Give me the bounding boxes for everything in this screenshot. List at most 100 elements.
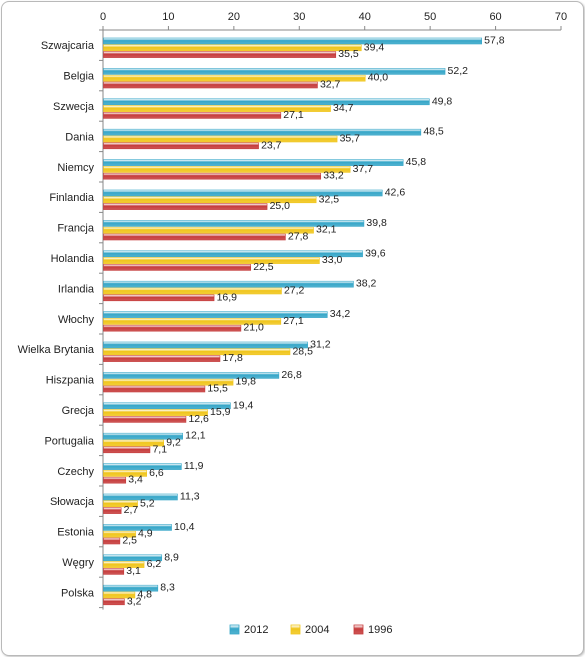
data-label: 21,0 [243,322,264,334]
bar-2004 [103,226,314,234]
bar-1996 [103,51,337,58]
data-label: 45,8 [406,156,427,168]
bar-2012 [103,432,183,440]
bar-1996 [103,112,282,119]
data-label: 49,8 [432,95,453,107]
category-label: Hiszpania [46,375,95,387]
category-label: Słowacja [50,496,95,508]
category-label: Włochy [58,314,95,326]
data-label: 27,8 [288,231,309,243]
bar-2012 [103,463,182,470]
data-label: 26,8 [281,369,302,381]
category-label: Belgia [63,71,94,83]
bar-2012 [103,37,482,45]
data-label: 28,5 [292,345,313,357]
legend-swatch-1996 [353,624,364,635]
data-label: 11,3 [180,491,200,503]
bar-2012 [103,584,159,592]
bar-1996 [103,81,318,89]
bar-2012 [103,341,308,349]
category-label: Estonia [57,527,95,539]
bar-2004 [103,439,164,447]
data-label: 7,1 [152,443,167,455]
bar-2004 [103,166,351,173]
bar-1996 [103,537,121,545]
x-tick-label: 60 [489,11,501,23]
category-label: Szwecja [53,101,95,113]
x-tick-label: 70 [555,11,567,23]
data-label: 2,7 [124,504,139,516]
data-label: 10,4 [174,521,195,533]
data-label: 8,3 [160,582,175,594]
category-label: Holandia [51,253,95,265]
category-label: Wielka Brytania [18,344,95,356]
bar-2004 [103,105,331,112]
data-label: 6,2 [147,558,162,570]
category-label: Francja [57,223,95,235]
bar-1996 [103,324,242,332]
data-label: 31,2 [310,339,331,351]
data-label: 33,2 [323,170,344,182]
data-label: 25,0 [270,200,291,212]
data-label: 35,7 [340,133,361,145]
data-label: 8,9 [164,551,179,563]
data-label: 23,7 [261,139,282,151]
data-label: 27,2 [284,285,305,297]
data-label: 16,9 [217,291,238,303]
data-label: 39,6 [365,247,386,259]
data-label: 3,4 [128,474,143,486]
data-label: 4,8 [137,589,152,601]
bar-2012 [103,98,430,106]
x-tick-label: 50 [424,11,436,23]
data-label: 32,7 [320,79,341,91]
bar-2012 [103,159,404,166]
bar-2012 [103,493,178,501]
data-label: 32,1 [316,224,337,236]
legend-label: 2012 [244,624,268,636]
category-label: Dania [65,131,95,143]
data-label: 22,5 [253,261,274,273]
category-label: Węgry [62,557,94,569]
data-label: 33,0 [322,254,343,266]
data-label: 39,8 [366,217,387,229]
data-label: 12,6 [188,413,209,425]
bar-1996 [103,172,322,180]
data-label: 19,4 [233,399,254,411]
data-label: 9,2 [166,437,181,449]
bar-1996 [103,598,125,606]
data-label: 6,6 [149,467,164,479]
data-label: 3,1 [126,565,141,577]
bar-1996 [103,385,206,393]
bar-2004 [103,196,317,204]
bar-1996 [103,507,122,514]
bar-1996 [103,203,268,210]
bar-1996 [103,142,259,150]
data-label: 3,2 [127,595,142,607]
data-label: 5,2 [140,497,155,509]
bar-1996 [103,416,187,423]
bar-2004 [103,409,208,416]
data-label: 38,2 [356,278,377,290]
bar-2004 [103,44,362,52]
category-label: Irlandia [58,283,95,295]
legend-swatch-2012 [229,624,240,635]
bar-2012 [103,220,365,227]
bar-2012 [103,250,363,258]
legend-swatch-2004 [290,624,301,635]
bar-2012 [103,554,163,562]
data-label: 34,7 [333,102,354,114]
data-label: 12,1 [185,430,206,442]
bar-2012 [103,524,172,531]
bar-2004 [103,591,136,599]
bar-2004 [103,470,147,477]
data-label: 11,9 [184,460,204,472]
legend-label: 2004 [305,624,329,636]
data-label: 32,5 [319,193,340,205]
x-tick-label: 20 [228,11,240,23]
x-tick-label: 40 [359,11,371,23]
bar-1996 [103,568,125,575]
bar-2004 [103,135,338,143]
category-label: Niemcy [57,162,94,174]
data-label: 40,0 [368,72,389,84]
